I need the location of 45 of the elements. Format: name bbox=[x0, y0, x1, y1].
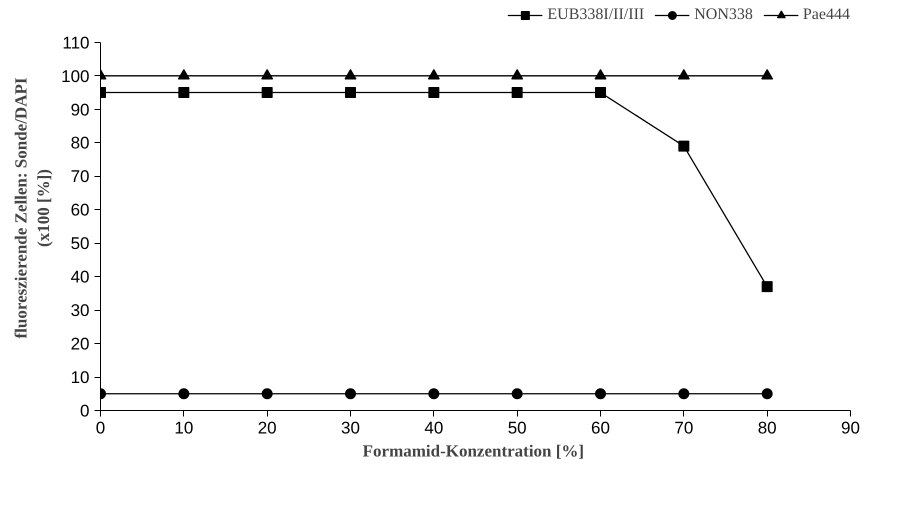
y-tick-label: 110 bbox=[62, 33, 90, 52]
point bbox=[178, 388, 190, 400]
legend-label: EUB338I/II/III bbox=[547, 6, 644, 24]
y-tick-label: 20 bbox=[70, 334, 90, 354]
y-tick-label: 30 bbox=[70, 301, 90, 320]
x-tick-label: 80 bbox=[758, 418, 777, 438]
point bbox=[762, 281, 773, 292]
point bbox=[344, 68, 356, 80]
y-tick-label: 50 bbox=[70, 234, 90, 254]
y-tick-label: 40 bbox=[70, 268, 90, 287]
y-axis-title: fluoreszierende Zellen: Sonde/DAPI (x100 [%]) bbox=[11, 77, 54, 338]
point bbox=[428, 68, 440, 80]
x-axis-title: Formamid-Konzentration [%] bbox=[362, 442, 584, 460]
legend-label: NON338 bbox=[694, 6, 753, 24]
x-tick-label: 20 bbox=[258, 418, 277, 438]
legend-label: Pae444 bbox=[802, 6, 850, 24]
point bbox=[678, 68, 690, 80]
point bbox=[678, 388, 690, 400]
point bbox=[178, 68, 190, 80]
point bbox=[678, 140, 690, 152]
x-tick-label: 70 bbox=[674, 418, 694, 438]
point bbox=[428, 388, 440, 400]
x-tick-label: 10 bbox=[174, 418, 194, 438]
y-tick-label: 80 bbox=[70, 134, 90, 153]
y-tick-label: 70 bbox=[70, 167, 90, 186]
x-tick-label: 60 bbox=[591, 418, 610, 438]
y-tick-label: 0 bbox=[80, 402, 90, 420]
point bbox=[512, 388, 523, 400]
x-tick-label: 90 bbox=[841, 418, 860, 438]
y-tick-label: 100 bbox=[61, 66, 90, 86]
point bbox=[595, 388, 606, 400]
point bbox=[511, 68, 524, 80]
point bbox=[762, 388, 773, 400]
point bbox=[262, 388, 273, 400]
point bbox=[761, 68, 774, 80]
x-tick-label: 0 bbox=[96, 418, 106, 438]
point bbox=[345, 388, 356, 400]
y-tick-label: 60 bbox=[70, 200, 90, 220]
point bbox=[594, 68, 606, 80]
y-tick-label: 10 bbox=[70, 368, 90, 388]
x-tick-label: 50 bbox=[508, 418, 527, 438]
x-tick-label: 30 bbox=[341, 418, 360, 438]
x-tick-label: 40 bbox=[424, 418, 444, 438]
point bbox=[261, 68, 274, 80]
y-tick-label: 90 bbox=[70, 100, 90, 120]
